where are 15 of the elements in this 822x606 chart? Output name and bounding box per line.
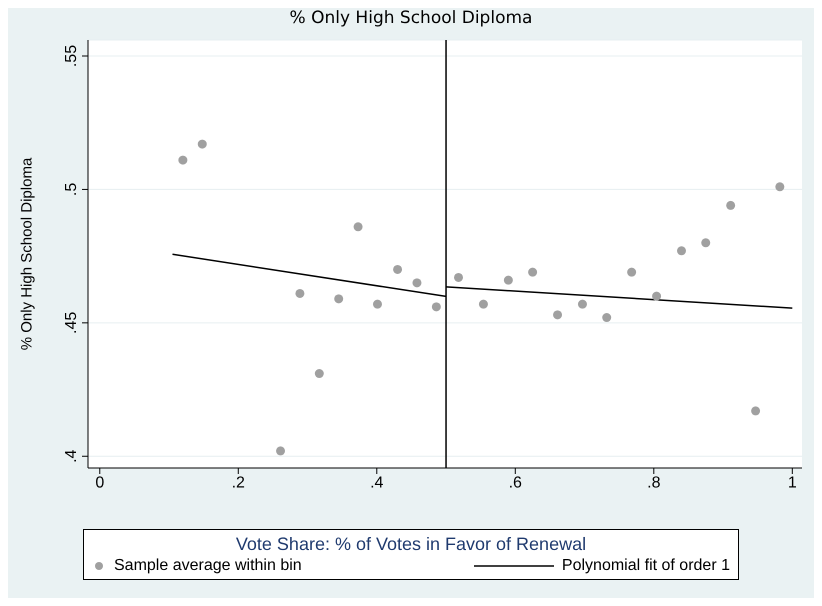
- legend-label: Sample average within bin: [114, 557, 302, 575]
- x-tick-label: .2: [232, 474, 246, 492]
- y-tick-label: .45: [63, 312, 80, 334]
- y-tick-label: .55: [63, 44, 80, 68]
- y-tick-label: .4: [63, 449, 80, 463]
- y-axis-title: % Only High School Diploma: [18, 157, 36, 350]
- x-tick-label: 1: [788, 474, 797, 492]
- y-tick-label: .5: [63, 182, 80, 196]
- x-tick-label: 0: [95, 474, 104, 492]
- x-tick-label: .8: [647, 474, 661, 492]
- x-tick-label: .4: [370, 474, 384, 492]
- x-tick-label: .6: [508, 474, 522, 492]
- chart-title: % Only High School Diploma: [288, 8, 534, 28]
- legend-label: Polynomial fit of order 1: [562, 557, 730, 575]
- legend-title: Vote Share: % of Votes in Favor of Renewal: [234, 534, 588, 555]
